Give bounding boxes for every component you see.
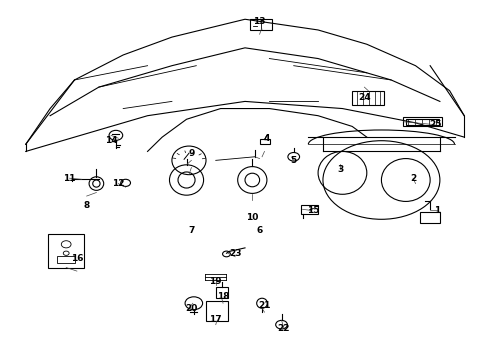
Text: 24: 24 [358, 93, 370, 102]
Text: 5: 5 [291, 156, 297, 165]
Bar [352, 91, 384, 105]
Text: 4: 4 [264, 134, 270, 143]
Text: 23: 23 [229, 249, 242, 258]
Bar [216, 287, 228, 298]
Text: 21: 21 [258, 301, 271, 310]
Bar [301, 205, 318, 214]
Text: 10: 10 [246, 213, 259, 222]
Text: 15: 15 [307, 206, 319, 215]
Text: 20: 20 [185, 304, 197, 313]
Text: 7: 7 [188, 225, 195, 234]
Text: 17: 17 [209, 315, 222, 324]
Text: 2: 2 [410, 174, 416, 183]
Text: 22: 22 [278, 324, 290, 333]
Text: 16: 16 [71, 254, 83, 263]
Text: 1: 1 [434, 206, 441, 215]
Text: 13: 13 [253, 17, 266, 26]
Bar [403, 117, 442, 126]
Text: 6: 6 [256, 225, 263, 234]
Text: 18: 18 [217, 292, 229, 301]
Bar [406, 119, 439, 125]
Bar [48, 234, 84, 267]
Text: 3: 3 [337, 165, 343, 174]
Text: 12: 12 [112, 179, 124, 188]
Text: 14: 14 [105, 136, 117, 145]
Bar [260, 139, 270, 144]
Bar [420, 212, 440, 223]
Bar [57, 256, 75, 263]
Text: 8: 8 [83, 201, 90, 210]
Bar [250, 19, 272, 30]
Text: 9: 9 [188, 149, 195, 158]
Bar [206, 301, 228, 321]
Text: 19: 19 [209, 277, 222, 286]
Text: 11: 11 [63, 174, 76, 183]
Text: 25: 25 [429, 120, 441, 129]
